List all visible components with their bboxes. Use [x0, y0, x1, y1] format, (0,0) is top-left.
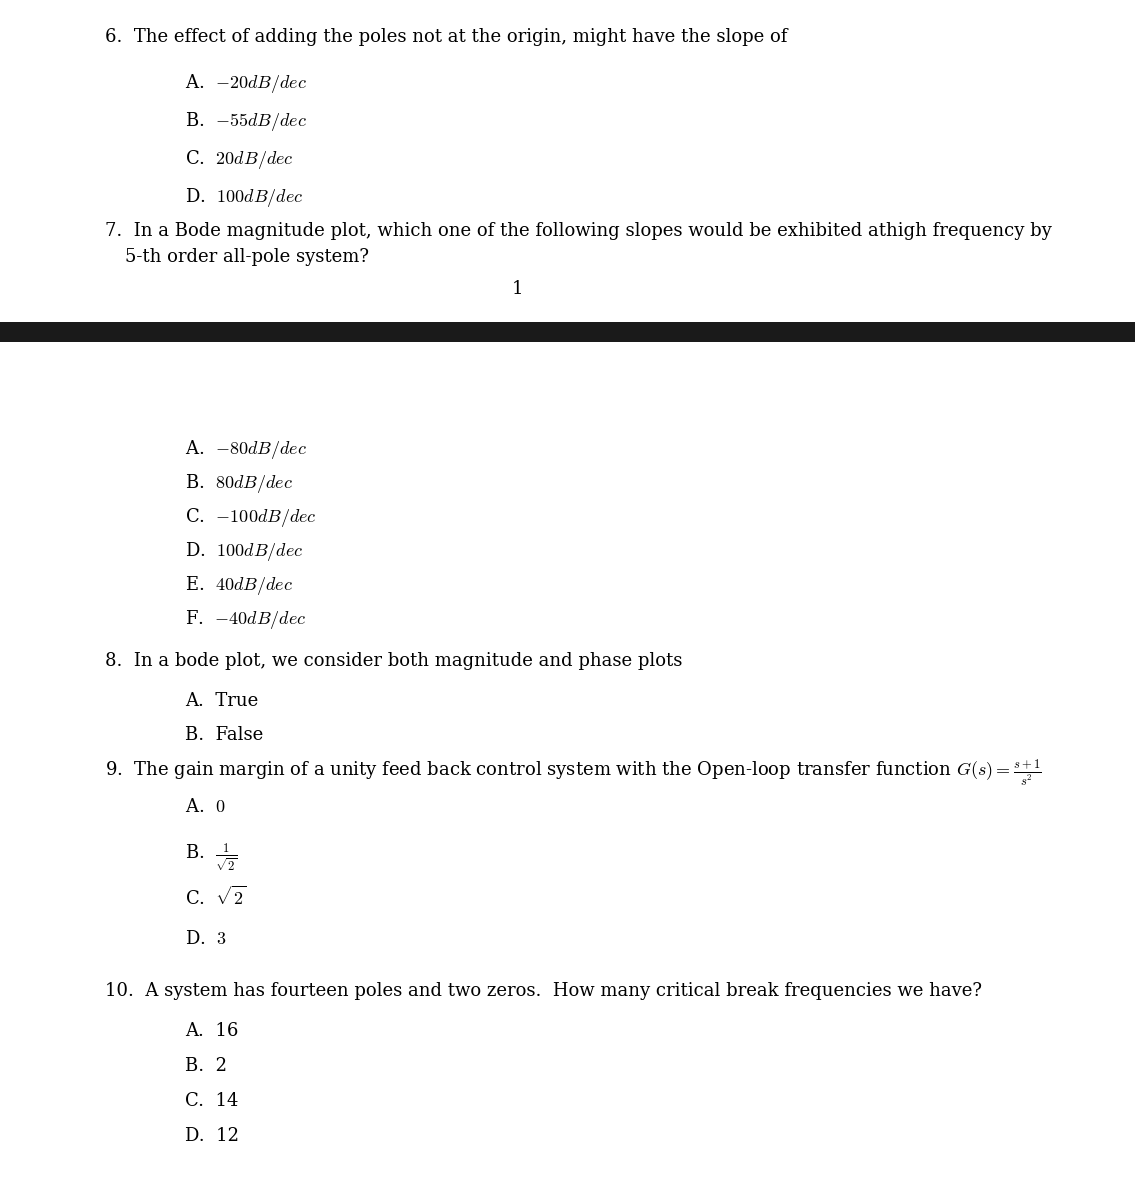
Text: C.  $20dB/dec$: C. $20dB/dec$ [185, 148, 294, 170]
Text: C.  $-100dB/dec$: C. $-100dB/dec$ [185, 506, 317, 529]
Text: 7.  In a Bode magnitude plot, which one of the following slopes would be exhibit: 7. In a Bode magnitude plot, which one o… [106, 222, 1052, 240]
Text: 1: 1 [512, 280, 523, 298]
Text: A.  True: A. True [185, 692, 259, 710]
Bar [0, 322, 1135, 342]
Text: 6.  The effect of adding the poles not at the origin, might have the slope of: 6. The effect of adding the poles not at… [106, 28, 788, 46]
Text: B.  $-55dB/dec$: B. $-55dB/dec$ [185, 110, 308, 133]
Text: D.  $3$: D. $3$ [185, 930, 227, 948]
Text: C.  $\sqrt{2}$: C. $\sqrt{2}$ [185, 886, 246, 910]
Text: B.  2: B. 2 [185, 1057, 227, 1075]
Text: D.  $100dB/dec$: D. $100dB/dec$ [185, 540, 303, 563]
Text: A.  $0$: A. $0$ [185, 798, 226, 816]
Text: 9.  The gain margin of a unity feed back control system with the Open-loop trans: 9. The gain margin of a unity feed back … [106, 758, 1042, 790]
Bar [0, 0, 1135, 322]
Text: B.  $80dB/dec$: B. $80dB/dec$ [185, 472, 293, 494]
Text: A.  16: A. 16 [185, 1022, 238, 1040]
Text: F.  $-40dB/dec$: F. $-40dB/dec$ [185, 608, 306, 631]
Text: A.  $-80dB/dec$: A. $-80dB/dec$ [185, 438, 308, 461]
Text: D.  12: D. 12 [185, 1127, 239, 1145]
Text: 5-th order all-pole system?: 5-th order all-pole system? [125, 248, 369, 266]
Bar [0, 342, 1135, 1200]
Text: 8.  In a bode plot, we consider both magnitude and phase plots: 8. In a bode plot, we consider both magn… [106, 652, 682, 670]
Text: D.  $100dB/dec$: D. $100dB/dec$ [185, 186, 303, 209]
Text: C.  14: C. 14 [185, 1092, 238, 1110]
Text: E.  $40dB/dec$: E. $40dB/dec$ [185, 574, 293, 596]
Text: B.  False: B. False [185, 726, 263, 744]
Text: 10.  A system has fourteen poles and two zeros.  How many critical break frequen: 10. A system has fourteen poles and two … [106, 982, 982, 1000]
Text: B.  $\frac{1}{\sqrt{2}}$: B. $\frac{1}{\sqrt{2}}$ [185, 842, 237, 875]
Text: A.  $-20dB/dec$: A. $-20dB/dec$ [185, 72, 308, 95]
